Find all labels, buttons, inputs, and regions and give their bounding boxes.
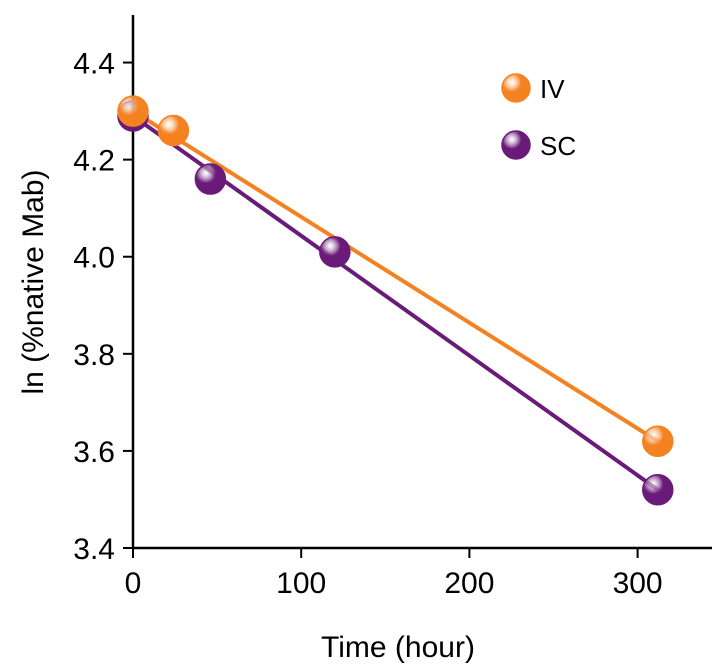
legend: IV SC bbox=[501, 73, 576, 161]
data-point-iv bbox=[157, 114, 190, 147]
y-tick-label: 4.4 bbox=[73, 48, 115, 81]
legend-marker-sc bbox=[501, 130, 531, 160]
fit-line-iv bbox=[131, 109, 660, 444]
data-point-sc bbox=[642, 473, 674, 506]
x-tick-label: 100 bbox=[276, 567, 326, 600]
y-tick-label: 3.8 bbox=[73, 339, 115, 372]
x-tick-label: 200 bbox=[444, 567, 494, 600]
data-point-sc bbox=[319, 236, 351, 268]
legend-label-iv: IV bbox=[540, 74, 565, 104]
y-tick-label: 3.4 bbox=[73, 533, 115, 566]
y-tick-label: 3.6 bbox=[73, 436, 115, 469]
y-axis-title: ln (%native Mab) bbox=[17, 169, 50, 394]
legend-marker-iv bbox=[501, 73, 531, 103]
data-point-iv bbox=[117, 95, 149, 127]
y-tick-label: 4.2 bbox=[73, 145, 115, 178]
data-point-iv bbox=[642, 425, 674, 457]
y-axis-ticks: 3.4 3.6 3.8 4.0 4.2 4.4 bbox=[73, 48, 133, 566]
data-point-sc bbox=[194, 163, 227, 195]
x-tick-label: 0 bbox=[125, 567, 142, 600]
y-tick-label: 4.0 bbox=[73, 242, 115, 275]
x-tick-label: 300 bbox=[613, 567, 663, 600]
x-axis-ticks: 0 100 200 300 bbox=[125, 548, 663, 600]
legend-label-sc: SC bbox=[540, 131, 576, 161]
x-axis-title: Time (hour) bbox=[321, 631, 475, 664]
data-points bbox=[117, 95, 674, 506]
